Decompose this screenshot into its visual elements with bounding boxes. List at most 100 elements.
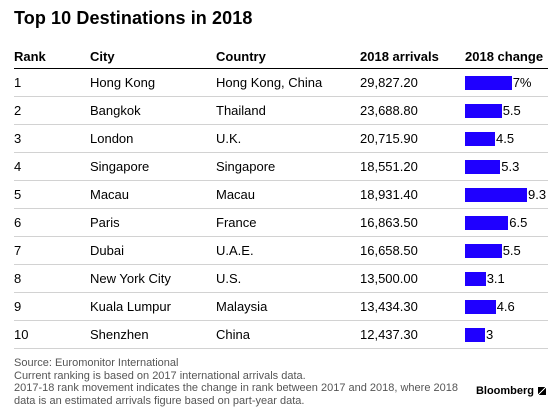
table-row: 7 Dubai U.A.E. 16,658.50 5.5: [14, 236, 548, 265]
change-bar: [465, 103, 502, 118]
change-bar: [465, 187, 527, 202]
change-label: 6.5: [509, 215, 528, 230]
header-row: Rank City Country 2018 arrivals 2018 cha…: [14, 44, 548, 69]
country-cell: Macau: [216, 180, 360, 209]
change-cell: 9.3: [465, 180, 548, 209]
brand-mark-icon: [538, 387, 546, 395]
footnotes: Source: Euromonitor International Curren…: [14, 357, 458, 407]
rank-cell: 4: [14, 152, 90, 181]
movement-note: 2017-18 rank movement indicates the chan…: [14, 382, 458, 394]
change-bar: [465, 159, 501, 174]
change-cell: 5.5: [465, 96, 548, 125]
chart-title: Top 10 Destinations in 2018: [14, 8, 253, 28]
table-row: 2 Bangkok Thailand 23,688.80 5.5: [14, 96, 548, 125]
arrivals-cell: 29,827.20: [360, 68, 465, 97]
change-label: 3: [486, 327, 494, 342]
destinations-table: Rank City Country 2018 arrivals 2018 cha…: [14, 44, 548, 349]
change-bar-group: 4.5: [465, 131, 548, 147]
header-city: City: [90, 44, 216, 69]
table-row: 9 Kuala Lumpur Malaysia 13,434.30 4.6: [14, 292, 548, 321]
header-rank: Rank: [14, 44, 90, 69]
country-cell: Hong Kong, China: [216, 68, 360, 97]
table-row: 6 Paris France 16,863.50 6.5: [14, 208, 548, 237]
arrivals-cell: 16,863.50: [360, 208, 465, 237]
change-bar: [465, 215, 509, 230]
country-cell: France: [216, 208, 360, 237]
change-bar: [465, 271, 486, 286]
city-cell: Macau: [90, 180, 216, 209]
change-cell: 5.3: [465, 152, 548, 181]
change-cell: 3: [465, 320, 548, 349]
rank-cell: 5: [14, 180, 90, 209]
change-bar-group: 5.5: [465, 243, 548, 259]
city-cell: Singapore: [90, 152, 216, 181]
brand-logo: Bloomberg: [476, 385, 546, 397]
country-cell: Thailand: [216, 96, 360, 125]
change-cell: 7%: [465, 68, 548, 97]
change-label: 7%: [512, 75, 532, 90]
change-cell: 3.1: [465, 264, 548, 293]
arrivals-cell: 18,551.20: [360, 152, 465, 181]
change-cell: 4.5: [465, 124, 548, 153]
rank-cell: 3: [14, 124, 90, 153]
rank-cell: 8: [14, 264, 90, 293]
city-cell: Hong Kong: [90, 68, 216, 97]
change-bar-group: 6.5: [465, 215, 548, 231]
estimate-note: data is an estimated arrivals figure bas…: [14, 394, 305, 407]
table-body: 1 Hong Kong Hong Kong, China 29,827.20 7% 2 Ba…: [14, 68, 548, 349]
rank-cell: 2: [14, 96, 90, 125]
change-bar: [465, 299, 496, 314]
arrivals-cell: 13,500.00: [360, 264, 465, 293]
city-cell: Paris: [90, 208, 216, 237]
city-cell: London: [90, 124, 216, 153]
country-cell: Singapore: [216, 152, 360, 181]
change-label: 5.5: [502, 103, 521, 118]
change-label: 5.5: [502, 243, 521, 258]
change-bar-group: 5.5: [465, 103, 548, 119]
country-cell: China: [216, 320, 360, 349]
country-cell: U.S.: [216, 264, 360, 293]
change-label: 9.3: [528, 187, 547, 202]
change-bar: [465, 327, 485, 342]
city-cell: Bangkok: [90, 96, 216, 125]
city-cell: Dubai: [90, 236, 216, 265]
change-label: 3.1: [486, 271, 505, 286]
change-cell: 4.6: [465, 292, 548, 321]
change-bar-group: 3.1: [465, 271, 548, 287]
change-label: 4.5: [496, 131, 515, 146]
change-label: 5.3: [501, 159, 520, 174]
rank-cell: 1: [14, 68, 90, 97]
change-label: 4.6: [496, 299, 515, 314]
table-row: 5 Macau Macau 18,931.40 9.3: [14, 180, 548, 209]
table-row: 4 Singapore Singapore 18,551.20 5.3: [14, 152, 548, 181]
arrivals-cell: 20,715.90: [360, 124, 465, 153]
change-cell: 5.5: [465, 236, 548, 265]
change-bar-group: 7%: [465, 75, 548, 91]
change-bar-group: 5.3: [465, 159, 548, 175]
table-row: 3 London U.K. 20,715.90 4.5: [14, 124, 548, 153]
country-cell: U.A.E.: [216, 236, 360, 265]
change-bar: [465, 131, 495, 146]
change-bar-group: 3: [465, 327, 548, 343]
ranking-note: Current ranking is based on 2017 interna…: [14, 369, 306, 382]
arrivals-cell: 18,931.40: [360, 180, 465, 209]
change-bar: [465, 75, 512, 90]
table-row: 10 Shenzhen China 12,437.30 3: [14, 320, 548, 349]
header-change: 2018 change: [465, 44, 548, 69]
arrivals-cell: 23,688.80: [360, 96, 465, 125]
rank-cell: 9: [14, 292, 90, 321]
change-bar-group: 4.6: [465, 299, 548, 315]
arrivals-cell: 16,658.50: [360, 236, 465, 265]
header-arrivals: 2018 arrivals: [360, 44, 465, 69]
country-cell: U.K.: [216, 124, 360, 153]
country-cell: Malaysia: [216, 292, 360, 321]
table-row: 1 Hong Kong Hong Kong, China 29,827.20 7%: [14, 68, 548, 97]
header-country: Country: [216, 44, 360, 69]
change-bar: [465, 243, 502, 258]
rank-cell: 7: [14, 236, 90, 265]
brand-name: Bloomberg: [475, 385, 534, 397]
rank-cell: 6: [14, 208, 90, 237]
table-row: 8 New York City U.S. 13,500.00 3.1: [14, 264, 548, 293]
city-cell: Kuala Lumpur: [90, 292, 216, 321]
source-note: Source: Euromonitor International: [14, 357, 179, 369]
